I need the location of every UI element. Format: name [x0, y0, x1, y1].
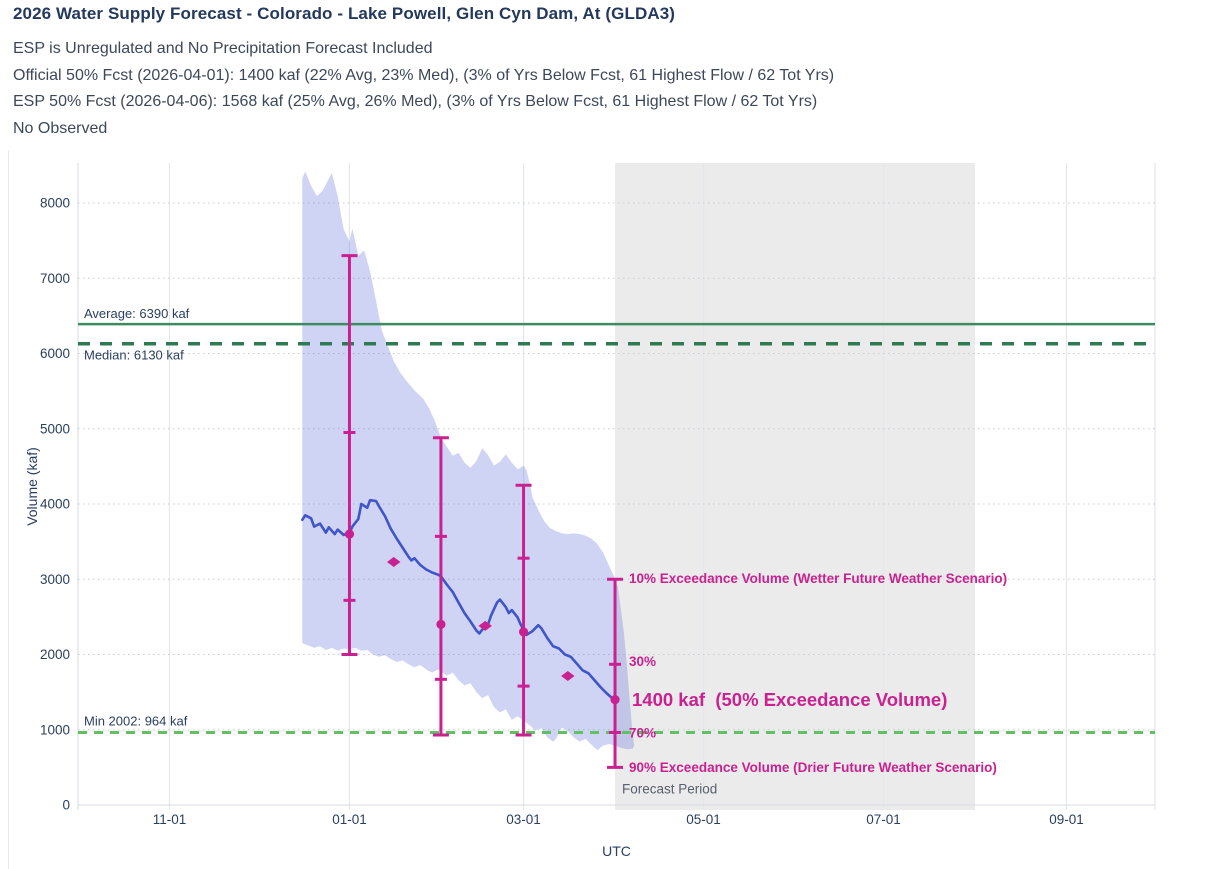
page-title: 2026 Water Supply Forecast - Colorado - …	[13, 4, 676, 23]
x-axis-title: UTC	[602, 843, 631, 859]
chart-header: 2026 Water Supply Forecast - Colorado - …	[13, 4, 834, 142]
official-50pct-marker-02-01	[436, 619, 446, 630]
y-gridlines	[78, 202, 1155, 806]
subtitle-esp-note: ESP is Unregulated and No Precipitation …	[13, 40, 433, 57]
x-tick-09-01: 09-01	[1049, 812, 1084, 827]
x-tick-05-01: 05-01	[686, 812, 721, 827]
y-tick-7000: 7000	[40, 271, 70, 286]
y-tick-2000: 2000	[40, 647, 70, 662]
p70-label: 70%	[629, 726, 656, 741]
x-tick-03-01: 03-01	[506, 812, 541, 827]
plot-left-edge	[8, 150, 9, 869]
error-bar-04-01	[607, 577, 624, 769]
forecast-period-region	[615, 163, 976, 810]
error-bar-02-01	[432, 436, 449, 737]
average-line-label: Average: 6390 kaf	[84, 306, 190, 321]
official-forecast-diamond-01-15	[386, 556, 401, 567]
x-tick-01-01: 01-01	[332, 812, 367, 827]
subtitle-official-fcst: Official 50% Fcst (2026-04-01): 1400 kaf…	[13, 66, 835, 84]
y-tick-3000: 3000	[40, 572, 70, 587]
y-tick-5000: 5000	[40, 421, 70, 436]
official-50pct-marker-01-01	[344, 529, 355, 539]
subtitle-esp-fcst: ESP 50% Fcst (2026-04-06): 1568 kaf (25%…	[13, 93, 818, 110]
p10-label: 10% Exceedance Volume (Wetter Future Wea…	[629, 571, 1007, 586]
official-50pct-marker-04-01	[610, 695, 620, 705]
error-bar-03-01	[515, 483, 532, 737]
official-forecast-diamond-02-15	[478, 620, 492, 631]
y-tick-4000: 4000	[40, 497, 70, 512]
y-tick-8000: 8000	[40, 196, 70, 211]
esp-median-line	[300, 498, 617, 704]
y-tick-6000: 6000	[40, 346, 70, 361]
y-tick-0: 0	[62, 798, 70, 813]
x-tick-11-01: 11-01	[153, 812, 187, 827]
y-axis-title: Volume (kaf)	[24, 447, 40, 526]
p50-label: 1400 kaf (50% Exceedance Volume)	[632, 689, 947, 710]
official-50pct-marker-03-01	[518, 627, 529, 637]
min-line-label: Min 2002: 964 kaf	[84, 713, 188, 728]
p30-label: 30%	[629, 654, 656, 669]
forecast-period-label: Forecast Period	[622, 781, 717, 796]
p90-label: 90% Exceedance Volume (Drier Future Weat…	[629, 760, 997, 775]
y-tick-1000: 1000	[40, 722, 70, 737]
error-bar-01-01	[341, 254, 358, 656]
subtitle-no-observed: No Observed	[13, 119, 108, 137]
esp-ensemble-band	[302, 171, 635, 751]
chart-subtitles: ESP is Unregulated and No Precipitation …	[13, 36, 834, 142]
x-tick-07-01: 07-01	[866, 812, 901, 827]
median-line-label: Median: 6130 kaf	[84, 348, 184, 363]
official-forecast-diamond-03-15	[561, 670, 575, 681]
